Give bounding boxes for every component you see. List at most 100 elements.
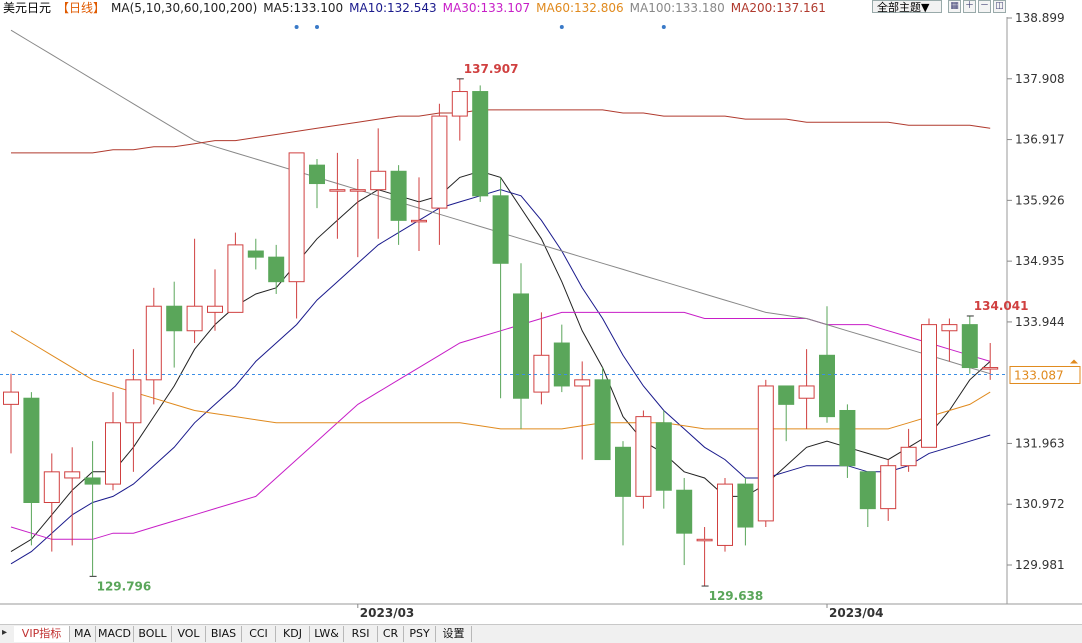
- tab-bias[interactable]: BIAS: [206, 626, 242, 642]
- candle-up: [451, 91, 468, 117]
- ma-line-ma60: [10, 330, 991, 430]
- event-marker-dot: [661, 25, 666, 29]
- candle-up: [64, 471, 81, 479]
- low-annotation: 129.638: [709, 589, 764, 603]
- candle-down: [390, 170, 407, 221]
- ma-params-label: MA(5,10,30,60,100,200): [111, 1, 258, 15]
- candle-down: [615, 446, 631, 497]
- candle-up: [43, 471, 60, 503]
- y-tick-label: 130.972: [1015, 497, 1065, 511]
- tab-vol[interactable]: VOL: [172, 626, 206, 642]
- candle-up: [411, 219, 427, 223]
- theme-select[interactable]: 全部主题▼: [872, 0, 942, 14]
- candle-down: [309, 164, 325, 185]
- candle-down: [268, 256, 285, 283]
- ma-value-label: MA200:137.161: [730, 1, 826, 15]
- candle-up: [900, 446, 917, 467]
- candle-up: [798, 385, 815, 399]
- candle-up: [288, 152, 305, 283]
- y-tick-label: 134.935: [1015, 254, 1065, 268]
- event-marker-dot: [559, 25, 564, 29]
- candle-up: [757, 385, 774, 522]
- candle-up: [349, 189, 366, 192]
- candle-down: [859, 471, 876, 510]
- candle-down: [594, 379, 611, 461]
- candle-down: [778, 385, 795, 405]
- event-marker-dot: [294, 25, 299, 29]
- current-price-label: 133.087: [1014, 368, 1064, 382]
- ma-value-label: MA10:132.543: [349, 1, 437, 15]
- candle-up: [3, 391, 19, 405]
- event-marker-dot: [315, 25, 319, 29]
- candle-down: [655, 422, 672, 491]
- grid-icon[interactable]: ▦: [948, 0, 961, 13]
- candle-down: [961, 324, 978, 369]
- candle-down: [737, 483, 754, 528]
- tab-settings[interactable]: 设置: [436, 626, 472, 642]
- indicator-tab-bar: ▸ VIP指标 MA MACD BOLL VOL BIAS CCI KDJ LW& RSI CR PS…: [0, 624, 1082, 643]
- y-tick-label: 131.963: [1015, 436, 1065, 450]
- instrument-name: 美元日元: [3, 1, 52, 15]
- tab-cci[interactable]: CCI: [242, 626, 276, 642]
- tab-macd[interactable]: MACD: [96, 626, 134, 642]
- candle-up: [533, 354, 550, 393]
- tab-rsi[interactable]: RSI: [344, 626, 378, 642]
- tab-kdj[interactable]: KDJ: [276, 626, 310, 642]
- tab-scroll-arrow-icon[interactable]: ▸: [2, 627, 8, 638]
- split-icon[interactable]: ◫: [993, 0, 1006, 13]
- candle-down: [492, 195, 509, 264]
- candle-up: [105, 422, 121, 485]
- ma-line-ma200: [11, 109, 991, 154]
- x-tick-label: 2023/03: [360, 606, 414, 620]
- candle-up: [982, 367, 999, 370]
- y-tick-label: 129.981: [1015, 558, 1065, 572]
- candle-down: [513, 293, 529, 399]
- candle-up: [941, 324, 958, 332]
- candle-down: [166, 305, 183, 332]
- candle-up: [880, 465, 897, 510]
- candle-down: [839, 409, 856, 467]
- candle-up: [431, 115, 448, 209]
- tab-psy[interactable]: PSY: [404, 626, 436, 642]
- ma-value-label: MA60:132.806: [536, 1, 624, 15]
- x-tick-label: 2023/04: [829, 606, 883, 620]
- tab-cr[interactable]: CR: [378, 626, 404, 642]
- zoom-in-icon[interactable]: ＋: [963, 0, 976, 13]
- ma-values: MA5:133.100 MA10:132.543 MA30:133.107 MA60:…: [263, 1, 832, 15]
- current-price-box: [1009, 365, 1081, 384]
- candle-up: [370, 170, 387, 191]
- tab-boll[interactable]: BOLL: [134, 626, 172, 642]
- y-tick-label: 133.944: [1015, 315, 1065, 329]
- ma-value-label: MA30:133.107: [442, 1, 531, 15]
- candle-down: [472, 91, 489, 197]
- candle-down: [23, 397, 40, 503]
- price-up-arrow-icon: [1070, 359, 1078, 364]
- candle-down: [553, 342, 570, 387]
- low-annotation: 129.796: [97, 579, 152, 593]
- candle-down: [84, 477, 101, 485]
- y-tick-label: 135.926: [1015, 193, 1065, 207]
- ma-value-label: MA5:133.100: [263, 1, 344, 15]
- tab-vip[interactable]: VIP指标: [14, 626, 70, 642]
- candle-down: [247, 250, 264, 258]
- candle-up: [186, 305, 203, 332]
- candle-down: [676, 489, 693, 534]
- candle-up: [125, 379, 142, 424]
- candlestick-chart[interactable]: 138.899 137.908 136.917 135.926 134.935 133.9…: [0, 0, 1082, 624]
- candle-up: [717, 483, 733, 546]
- candle-up: [145, 305, 162, 381]
- candle-up: [635, 416, 652, 497]
- chart-header: 美元日元 【日线】 MA(5,10,30,60,100,200) MA5:133.10…: [0, 0, 1082, 16]
- period-label[interactable]: 【日线】: [57, 1, 106, 15]
- tab-ma[interactable]: MA: [70, 626, 96, 642]
- high-annotation: 134.041: [974, 299, 1029, 313]
- tab-lw[interactable]: LW&: [310, 626, 344, 642]
- candle-up: [207, 305, 223, 313]
- zoom-out-icon[interactable]: －: [978, 0, 991, 13]
- candle-up: [574, 379, 591, 387]
- y-tick-label: 136.917: [1015, 133, 1065, 147]
- ma-line-ma5: [10, 170, 991, 553]
- candle-up: [921, 324, 937, 448]
- y-tick-label: 138.899: [1015, 11, 1065, 25]
- candle-up: [696, 538, 713, 542]
